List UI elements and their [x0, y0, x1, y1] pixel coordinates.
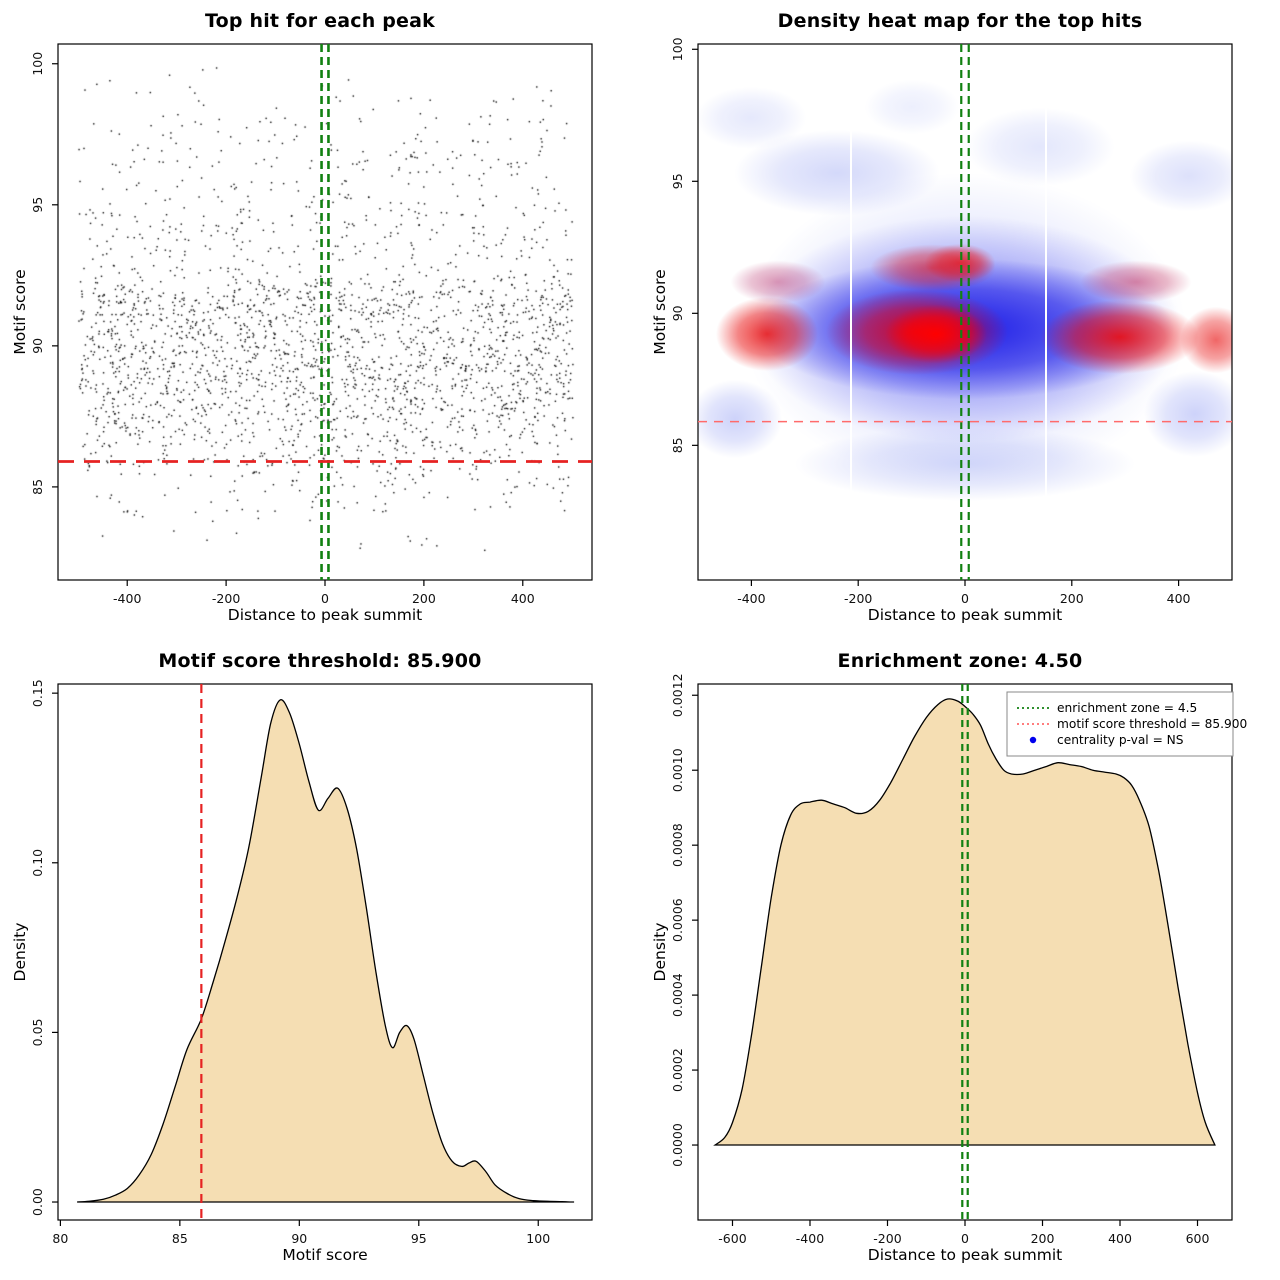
svg-text:100: 100 — [526, 1231, 550, 1246]
motif-density-plot-svg: 80 85 90 95 100 0.00 0.05 0.10 0.15 — [30, 679, 593, 1246]
panel-enrichment-zone-density: Enrichment zone: 4.50 Density -600 -400 -2… — [640, 640, 1280, 1280]
panel-motif-score-density: Motif score threshold: 85.900 Density 80… — [0, 640, 640, 1280]
svg-text:400: 400 — [1108, 1231, 1132, 1246]
svg-text:0.00: 0.00 — [30, 1188, 45, 1216]
heatmap-white-gridline — [1045, 44, 1048, 580]
svg-text:0.0010: 0.0010 — [670, 748, 685, 792]
svg-text:0.0004: 0.0004 — [670, 973, 685, 1017]
svg-text:0.0006: 0.0006 — [670, 898, 685, 942]
svg-text:95: 95 — [30, 197, 45, 213]
svg-text:200: 200 — [1031, 1231, 1055, 1246]
svg-text:400: 400 — [1167, 591, 1191, 606]
svg-text:200: 200 — [412, 591, 436, 606]
x-axis-label: Distance to peak summit — [227, 606, 423, 624]
svg-text:90: 90 — [670, 305, 685, 321]
panel-title-enrichment-zone: Enrichment zone: 4.50 — [837, 650, 1083, 672]
svg-text:0.0000: 0.0000 — [670, 1123, 685, 1167]
svg-text:90: 90 — [30, 338, 45, 354]
svg-text:200: 200 — [1060, 591, 1084, 606]
heatmap-plot-svg: -400 -200 0 200 400 85 90 95 100 — [670, 37, 1233, 606]
svg-text:85: 85 — [172, 1231, 188, 1246]
svg-text:0: 0 — [961, 1231, 969, 1246]
panel-title-heatmap: Density heat map for the top hits — [777, 10, 1143, 32]
scatter-plot-svg: -400 -200 0 200 400 85 90 95 100 — [30, 43, 593, 606]
svg-text:0: 0 — [961, 591, 969, 606]
svg-text:0.0002: 0.0002 — [670, 1048, 685, 1092]
x-axis-label: Distance to peak summit — [867, 606, 1063, 624]
svg-text:90: 90 — [291, 1231, 307, 1246]
svg-text:85: 85 — [30, 479, 45, 495]
svg-text:100: 100 — [670, 37, 685, 61]
x-axis-label: Distance to peak summit — [867, 1246, 1063, 1264]
x-axis-label: Motif score — [282, 1246, 368, 1264]
svg-text:85: 85 — [670, 437, 685, 453]
svg-text:0.15: 0.15 — [30, 679, 45, 707]
svg-text:-200: -200 — [844, 591, 872, 606]
svg-text:enrichment zone = 4.5: enrichment zone = 4.5 — [1057, 701, 1197, 715]
panel-title-motif-density: Motif score threshold: 85.900 — [158, 650, 482, 672]
svg-text:100: 100 — [30, 52, 45, 76]
distance-density-plot-svg: -600 -400 -200 0 200 400 600 0.0000 0.0002 0.0004… — [670, 673, 1247, 1246]
svg-text:80: 80 — [52, 1231, 68, 1246]
svg-text:-200: -200 — [212, 591, 240, 606]
panel-top-hit-scatter: Top hit for each peak Motif score -400-2… — [0, 0, 640, 640]
scatter-points-canvas — [0, 0, 640, 640]
svg-text:centrality p-val = NS: centrality p-val = NS — [1057, 733, 1184, 747]
svg-text:95: 95 — [411, 1231, 427, 1246]
svg-text:0.0008: 0.0008 — [670, 823, 685, 867]
svg-text:-400: -400 — [737, 591, 765, 606]
svg-text:0: 0 — [321, 591, 329, 606]
heatmap-image — [698, 44, 1232, 580]
svg-text:-600: -600 — [718, 1231, 746, 1246]
svg-text:motif score threshold = 85.900: motif score threshold = 85.900 — [1057, 717, 1247, 731]
panel-density-heatmap: Density heat map for the top hits Motif … — [640, 0, 1280, 640]
svg-text:0.0012: 0.0012 — [670, 673, 685, 717]
svg-text:400: 400 — [511, 591, 535, 606]
svg-text:0.10: 0.10 — [30, 849, 45, 877]
svg-text:95: 95 — [670, 173, 685, 189]
svg-text:-400: -400 — [796, 1231, 824, 1246]
svg-text:600: 600 — [1186, 1231, 1210, 1246]
heatmap-white-gridline — [850, 44, 853, 580]
svg-text:-400: -400 — [113, 591, 141, 606]
svg-text:0.05: 0.05 — [30, 1018, 45, 1046]
svg-text:-200: -200 — [873, 1231, 901, 1246]
